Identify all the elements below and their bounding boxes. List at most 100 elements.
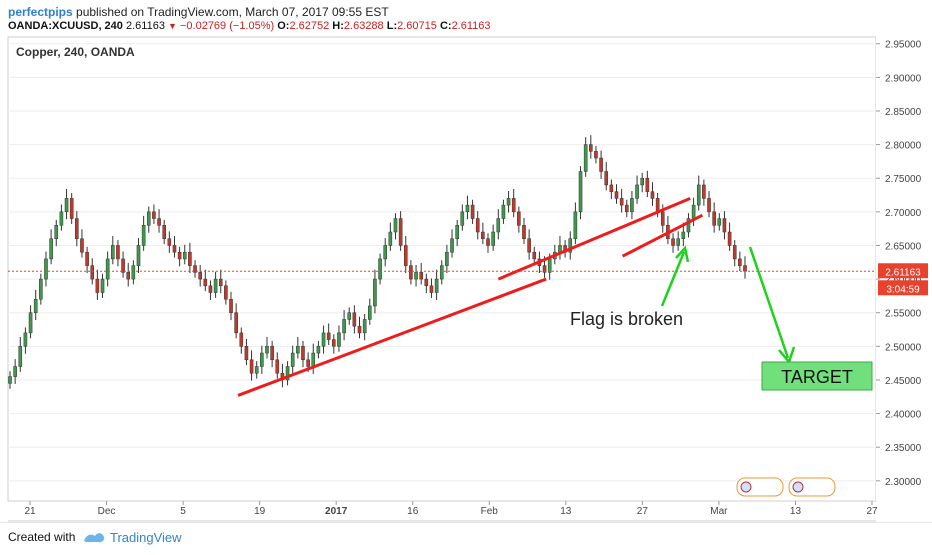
candle-body <box>162 225 166 239</box>
candle-body <box>121 258 125 273</box>
flag-annotation: Flag is broken <box>570 245 690 329</box>
target-arrow <box>748 246 790 359</box>
candle-body <box>75 218 79 239</box>
candle-body <box>712 211 716 226</box>
candle-body <box>285 366 290 381</box>
x-tick-label: 19 <box>254 506 266 517</box>
candle-body <box>234 312 238 334</box>
candle-body <box>434 278 439 293</box>
tradingview-logo-icon[interactable] <box>82 527 106 547</box>
candle-body <box>290 352 295 367</box>
candle-body <box>311 352 316 367</box>
us-flag-icon <box>792 481 804 493</box>
candle-body <box>486 238 490 246</box>
y-tick-label: 2.80000 <box>885 141 922 152</box>
candle-body <box>630 198 634 213</box>
candle-body <box>496 218 501 233</box>
candle-body <box>717 218 722 226</box>
us-flag-icon <box>740 481 752 493</box>
candle-body <box>105 258 110 280</box>
candle-body <box>388 231 393 246</box>
candle-body <box>316 346 321 354</box>
candle-body <box>18 346 23 367</box>
candle-body <box>198 272 202 280</box>
candle-body <box>116 245 120 260</box>
candle-body <box>239 332 244 347</box>
candle-body <box>28 312 33 334</box>
candle-body <box>203 278 208 287</box>
tradingview-link[interactable]: TradingView <box>110 530 182 545</box>
candle-body <box>254 366 259 374</box>
high-value: 2.63288 <box>343 20 384 32</box>
y-tick-label: 2.95000 <box>885 40 922 51</box>
candle-body <box>301 346 305 361</box>
candle-body <box>326 332 331 340</box>
candle-body <box>249 359 254 374</box>
candle-body <box>702 184 706 199</box>
candle-body <box>177 251 182 260</box>
y-tick-label: 2.30000 <box>885 477 922 488</box>
target-label: TARGET <box>781 367 853 387</box>
candle-body <box>347 312 352 320</box>
candle-body <box>90 265 95 280</box>
candle-body <box>367 305 372 320</box>
flag-arrow <box>660 251 686 307</box>
candle-body <box>64 198 69 213</box>
author-link[interactable]: perfectpips <box>8 5 73 19</box>
candle-body <box>573 211 578 239</box>
candle-body <box>306 359 310 367</box>
y-tick-label: 2.75000 <box>885 174 922 185</box>
candle-body <box>33 299 38 313</box>
y-tick-label: 2.35000 <box>885 443 922 454</box>
candle-body <box>650 191 655 199</box>
publish-line: perfectpips published on TradingView.com… <box>8 5 389 19</box>
chart-header: perfectpips published on TradingView.com… <box>0 0 932 36</box>
candle-body <box>429 285 434 293</box>
candle-body <box>475 218 480 233</box>
down-arrow-icon: ▼ <box>168 21 177 31</box>
candle-body <box>681 231 686 239</box>
candle-body <box>645 177 650 192</box>
candle-body <box>362 319 367 334</box>
candle-body <box>727 231 732 246</box>
low-value: 2.60715 <box>397 20 437 32</box>
y-tick-label: 2.55000 <box>885 309 922 320</box>
y-axis-ticks: 2.95000 2.90000 2.85000 2.80000 2.75000 2.700… <box>876 40 922 488</box>
candle-body <box>224 285 228 300</box>
candle-body <box>157 218 161 226</box>
candle-body <box>54 225 59 239</box>
close-value: 2.61163 <box>451 20 491 32</box>
candle-body <box>167 238 172 246</box>
candle-body <box>85 251 89 266</box>
candle-body <box>332 339 336 347</box>
candle-body <box>49 238 53 260</box>
symbol-label: OANDA:XCUUSD, 240 <box>8 20 123 32</box>
x-tick-label: 13 <box>790 506 802 517</box>
candle-body <box>100 278 105 293</box>
y-tick-label: 2.45000 <box>885 376 922 387</box>
candle-body <box>743 265 747 272</box>
x-tick-label: 27 <box>637 506 649 517</box>
candle-body <box>131 265 136 280</box>
countdown-label: 3:04:59 <box>886 284 920 295</box>
flag-arrow-head <box>675 245 690 263</box>
candle-body <box>491 231 495 246</box>
candle-body <box>352 312 357 327</box>
candle-body <box>527 238 531 253</box>
candle-body <box>686 218 691 233</box>
low-label: L: <box>386 20 398 32</box>
event-markers[interactable] <box>736 477 836 497</box>
flag-label: Flag is broken <box>570 309 683 329</box>
x-tick-label: Feb <box>481 506 499 517</box>
x-tick-label: Dec <box>98 506 116 517</box>
target-box <box>761 361 873 391</box>
candle-body <box>111 245 115 260</box>
candle-body <box>208 285 213 293</box>
chart-legend: Copper, 240, OANDA <box>16 45 135 59</box>
y-tick-label: 2.40000 <box>885 410 922 421</box>
candle-body <box>321 332 326 347</box>
x-tick-label: 16 <box>407 506 419 517</box>
candle-body <box>39 278 43 300</box>
